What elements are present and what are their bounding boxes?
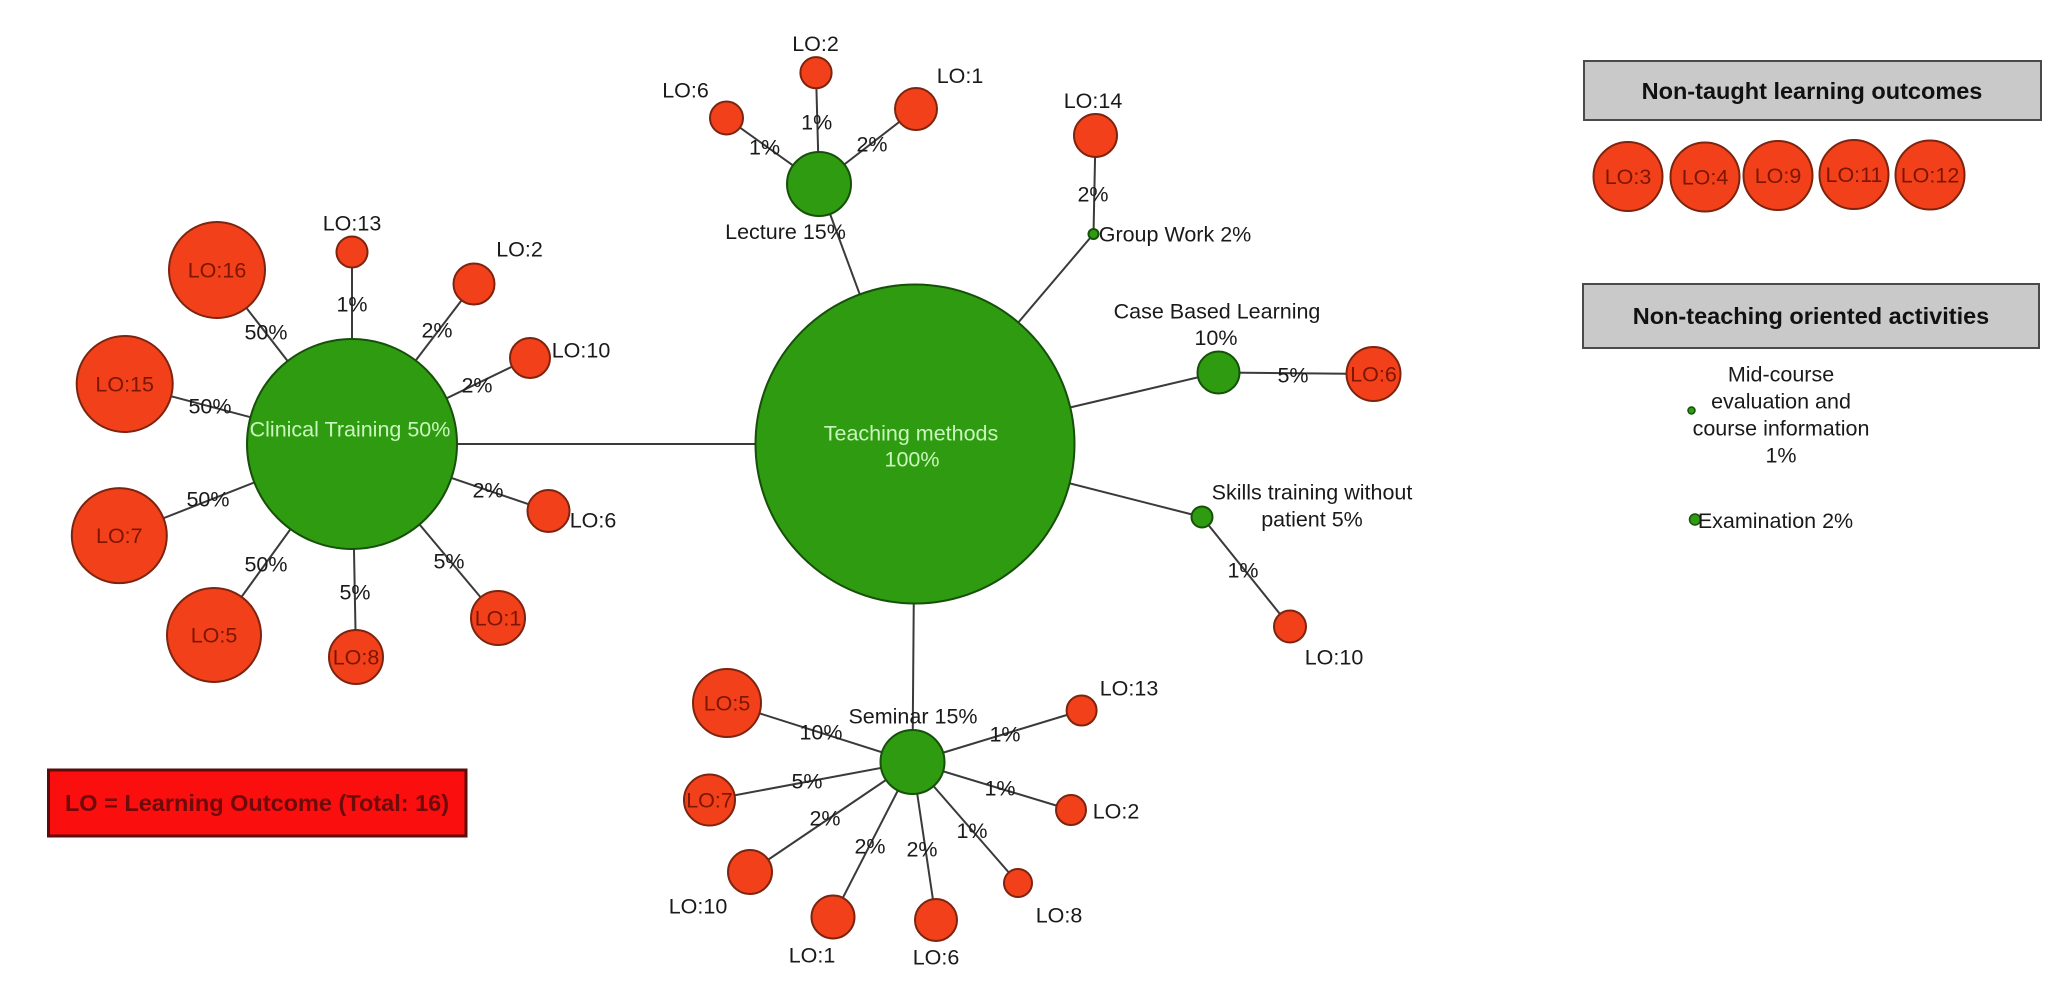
svg-text:LO:1: LO:1: [475, 607, 522, 631]
svg-text:2%: 2%: [856, 133, 887, 157]
svg-text:Examination 2%: Examination 2%: [1698, 509, 1853, 533]
svg-text:LO:5: LO:5: [191, 624, 238, 648]
svg-text:LO:7: LO:7: [96, 524, 143, 548]
svg-text:evaluation and: evaluation and: [1711, 390, 1851, 414]
svg-text:50%: 50%: [244, 553, 287, 577]
svg-text:1%: 1%: [801, 111, 832, 135]
svg-text:1%: 1%: [749, 136, 780, 160]
svg-text:patient 5%: patient 5%: [1261, 508, 1363, 532]
svg-text:LO:10: LO:10: [552, 339, 611, 363]
svg-text:5%: 5%: [1277, 364, 1308, 388]
svg-text:Seminar 15%: Seminar 15%: [848, 705, 977, 729]
svg-text:LO:6: LO:6: [570, 509, 617, 533]
svg-text:2%: 2%: [906, 838, 937, 862]
svg-text:10%: 10%: [1194, 326, 1237, 350]
svg-text:LO:5: LO:5: [704, 692, 751, 716]
svg-text:LO:8: LO:8: [1036, 904, 1083, 928]
svg-text:2%: 2%: [854, 835, 885, 859]
svg-text:LO:1: LO:1: [789, 944, 836, 968]
svg-text:LO:14: LO:14: [1064, 89, 1123, 113]
svg-text:LO:2: LO:2: [792, 32, 839, 56]
svg-text:50%: 50%: [244, 321, 287, 345]
svg-text:2%: 2%: [1077, 183, 1108, 207]
svg-text:2%: 2%: [472, 479, 503, 503]
svg-text:5%: 5%: [339, 581, 370, 605]
svg-text:LO:13: LO:13: [323, 212, 382, 236]
svg-text:LO:6: LO:6: [662, 79, 709, 103]
svg-text:LO:7: LO:7: [686, 789, 733, 813]
svg-text:LO:11: LO:11: [1826, 163, 1883, 187]
svg-text:LO:6: LO:6: [913, 946, 960, 970]
svg-text:1%: 1%: [989, 723, 1020, 747]
svg-text:5%: 5%: [791, 770, 822, 794]
svg-text:Group Work 2%: Group Work 2%: [1099, 223, 1252, 247]
svg-text:LO:2: LO:2: [496, 238, 543, 262]
svg-text:50%: 50%: [186, 488, 229, 512]
svg-text:2%: 2%: [461, 374, 492, 398]
svg-text:LO:8: LO:8: [333, 646, 380, 670]
svg-text:1%: 1%: [1227, 559, 1258, 583]
svg-text:LO = Learning Outcome (Total:: LO = Learning Outcome (Total: 16): [65, 790, 449, 816]
svg-text:Clinical Training 50%: Clinical Training 50%: [250, 418, 451, 442]
svg-text:Lecture 15%: Lecture 15%: [725, 220, 846, 244]
svg-text:LO:3: LO:3: [1605, 165, 1652, 189]
svg-text:LO:1: LO:1: [937, 64, 984, 88]
svg-text:Skills training without: Skills training without: [1212, 481, 1413, 505]
svg-text:100%: 100%: [885, 448, 940, 472]
svg-text:Teaching methods: Teaching methods: [824, 422, 999, 446]
svg-text:LO:16: LO:16: [188, 259, 247, 283]
svg-text:LO:15: LO:15: [95, 373, 154, 397]
svg-text:Mid-course: Mid-course: [1728, 363, 1834, 387]
svg-text:LO:9: LO:9: [1755, 164, 1802, 188]
svg-text:LO:10: LO:10: [669, 895, 728, 919]
svg-text:5%: 5%: [433, 550, 464, 574]
svg-text:Case Based Learning: Case Based Learning: [1114, 300, 1321, 324]
svg-text:10%: 10%: [799, 721, 842, 745]
svg-text:1%: 1%: [956, 819, 987, 843]
svg-text:course information: course information: [1693, 417, 1870, 441]
svg-text:2%: 2%: [421, 319, 452, 343]
svg-text:2%: 2%: [809, 807, 840, 831]
svg-text:LO:4: LO:4: [1682, 166, 1729, 190]
svg-text:LO:2: LO:2: [1093, 800, 1140, 824]
svg-text:50%: 50%: [188, 395, 231, 419]
svg-text:Non-teaching oriented activiti: Non-teaching oriented activities: [1633, 303, 1989, 329]
svg-text:1%: 1%: [1765, 444, 1796, 468]
svg-text:1%: 1%: [336, 293, 367, 317]
svg-text:1%: 1%: [984, 777, 1015, 801]
svg-text:LO:6: LO:6: [1350, 363, 1397, 387]
svg-text:Non-taught learning outcomes: Non-taught learning outcomes: [1642, 78, 1983, 104]
svg-text:LO:13: LO:13: [1100, 677, 1159, 701]
svg-text:LO:10: LO:10: [1305, 646, 1364, 670]
svg-text:LO:12: LO:12: [1901, 164, 1960, 188]
